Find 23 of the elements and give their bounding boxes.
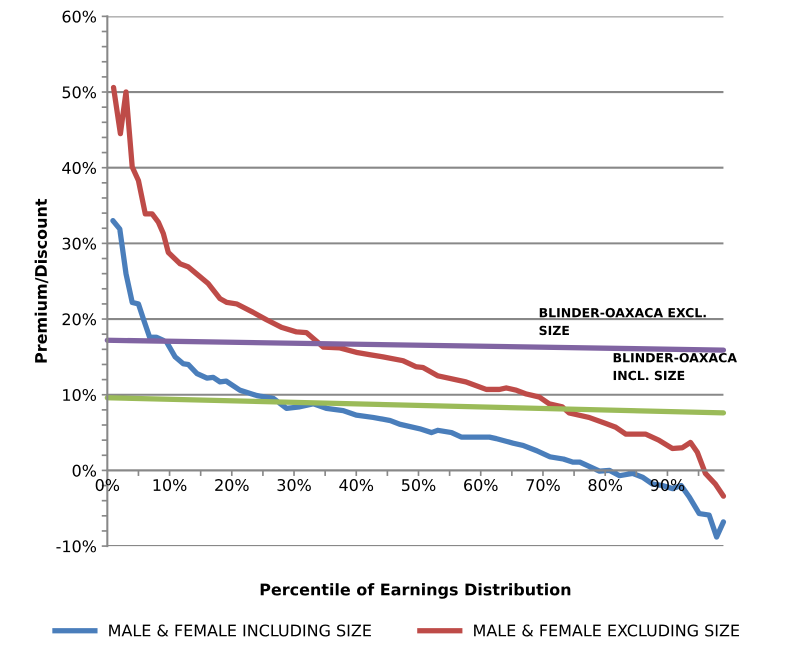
y-tick-label: 20%	[62, 313, 96, 326]
y-tick-label: 40%	[62, 162, 96, 174]
y-tick-label: 50%	[62, 86, 96, 98]
x-tick-label: 80%	[588, 479, 622, 492]
y-tick-label: 0%	[72, 464, 96, 477]
y-tick-label: -10%	[56, 540, 96, 552]
y-tick-label: 60%	[62, 10, 96, 23]
x-tick-label: 30%	[277, 479, 311, 492]
y-axis-title: Premium/Discount	[34, 198, 48, 362]
y-tick-label: 10%	[63, 388, 96, 402]
x-axis-title: Percentile of Earnings Distribution	[260, 583, 570, 599]
x-tick-label: 70%	[526, 479, 560, 492]
x-tick-label: 40%	[339, 479, 374, 492]
legend-label: MALE & FEMALE EXCLUDING SIZE	[474, 624, 740, 637]
x-tick-label: 20%	[215, 479, 249, 492]
annotation: BLINDER-OAXACA INCL. SIZE	[614, 352, 737, 380]
legend-label: MALE & FEMALE INCLUDING SIZE	[109, 624, 371, 637]
x-tick-label: 10%	[154, 479, 186, 492]
y-tick-label: 30%	[62, 238, 96, 250]
x-tick-label: 50%	[402, 479, 436, 492]
x-tick-label: 60%	[464, 479, 498, 492]
x-tick-label: 0%	[96, 479, 120, 492]
annotation: BLINDER-OAXACA EXCL. SIZE	[540, 308, 706, 336]
